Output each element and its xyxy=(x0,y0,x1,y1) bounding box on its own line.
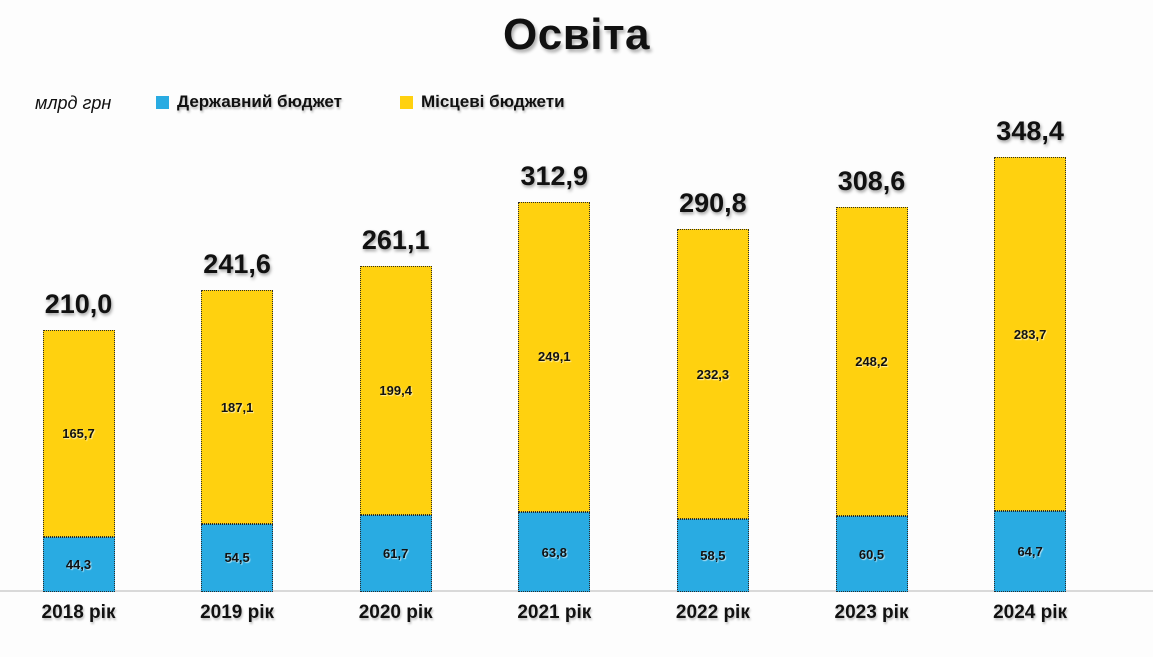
legend: Державний бюджет Місцеві бюджети xyxy=(156,92,565,112)
legend-swatch-state-budget xyxy=(156,95,169,109)
segment-value-label: 165,7 xyxy=(62,425,95,441)
x-axis-label: 2022 рік xyxy=(675,602,750,623)
segment-value-label: 64,7 xyxy=(1017,544,1043,560)
chart-title: Освіта xyxy=(503,10,650,59)
segment-value-label: 249,1 xyxy=(538,349,571,365)
bar-segment-local-budgets: 248,2 xyxy=(835,206,908,517)
bar-segment-local-budgets: 187,1 xyxy=(201,290,274,524)
bar-total-label: 241,6 xyxy=(203,249,271,280)
bar-segment-local-budgets: 249,1 xyxy=(518,201,591,513)
bar-segment-local-budgets: 283,7 xyxy=(994,157,1067,512)
segment-value-label: 199,4 xyxy=(379,383,412,399)
segment-value-label: 44,3 xyxy=(65,556,92,572)
bar-segment-local-budgets: 165,7 xyxy=(42,329,115,537)
bar-segment-state-budget: 44,3 xyxy=(42,536,115,592)
x-axis-label: 2018 рік xyxy=(41,602,116,623)
segment-value-label: 58,5 xyxy=(700,547,726,563)
legend-swatch-local-budgets xyxy=(399,95,413,109)
bar-segment-state-budget: 60,5 xyxy=(835,516,908,592)
segment-value-label: 54,5 xyxy=(224,550,250,566)
x-axis-label: 2023 рік xyxy=(834,602,909,623)
bar-segment-state-budget: 54,5 xyxy=(201,523,274,592)
segment-value-label: 61,7 xyxy=(383,545,409,561)
bar-segment-state-budget: 64,7 xyxy=(994,511,1067,592)
segment-value-label: 187,1 xyxy=(220,399,254,415)
unit-label: млрд грн xyxy=(35,93,112,113)
bar-total-label: 261,1 xyxy=(361,225,430,256)
bar-total-label: 290,8 xyxy=(679,188,747,219)
bar-segment-local-budgets: 199,4 xyxy=(359,266,432,515)
x-axis-label: 2024 рік xyxy=(993,602,1068,623)
bar-segment-state-budget: 63,8 xyxy=(518,512,591,592)
legend-item-local-budgets: Місцеві бюджети xyxy=(399,92,565,112)
legend-label: Місцеві бюджети xyxy=(420,92,565,111)
x-axis-label: 2019 рік xyxy=(200,602,275,623)
bar-total-label: 210,0 xyxy=(44,288,113,319)
bar-segment-state-budget: 58,5 xyxy=(676,518,749,592)
segment-value-label: 60,5 xyxy=(858,546,885,562)
segment-value-label: 63,8 xyxy=(541,544,567,560)
bar-segment-local-budgets: 232,3 xyxy=(676,229,749,519)
bar-total-label: 308,6 xyxy=(837,165,906,196)
bar-total-label: 312,9 xyxy=(520,160,589,191)
x-axis-label: 2020 рік xyxy=(358,602,433,623)
segment-value-label: 283,7 xyxy=(1013,326,1047,342)
legend-item-state-budget: Державний бюджет xyxy=(156,92,342,112)
segment-value-label: 232,3 xyxy=(696,366,730,382)
x-axis-label: 2021 рік xyxy=(517,602,592,623)
bar-segment-state-budget: 61,7 xyxy=(359,514,432,592)
legend-label: Державний бюджет xyxy=(177,92,342,111)
segment-value-label: 248,2 xyxy=(855,354,888,370)
bar-total-label: 348,4 xyxy=(996,116,1064,147)
